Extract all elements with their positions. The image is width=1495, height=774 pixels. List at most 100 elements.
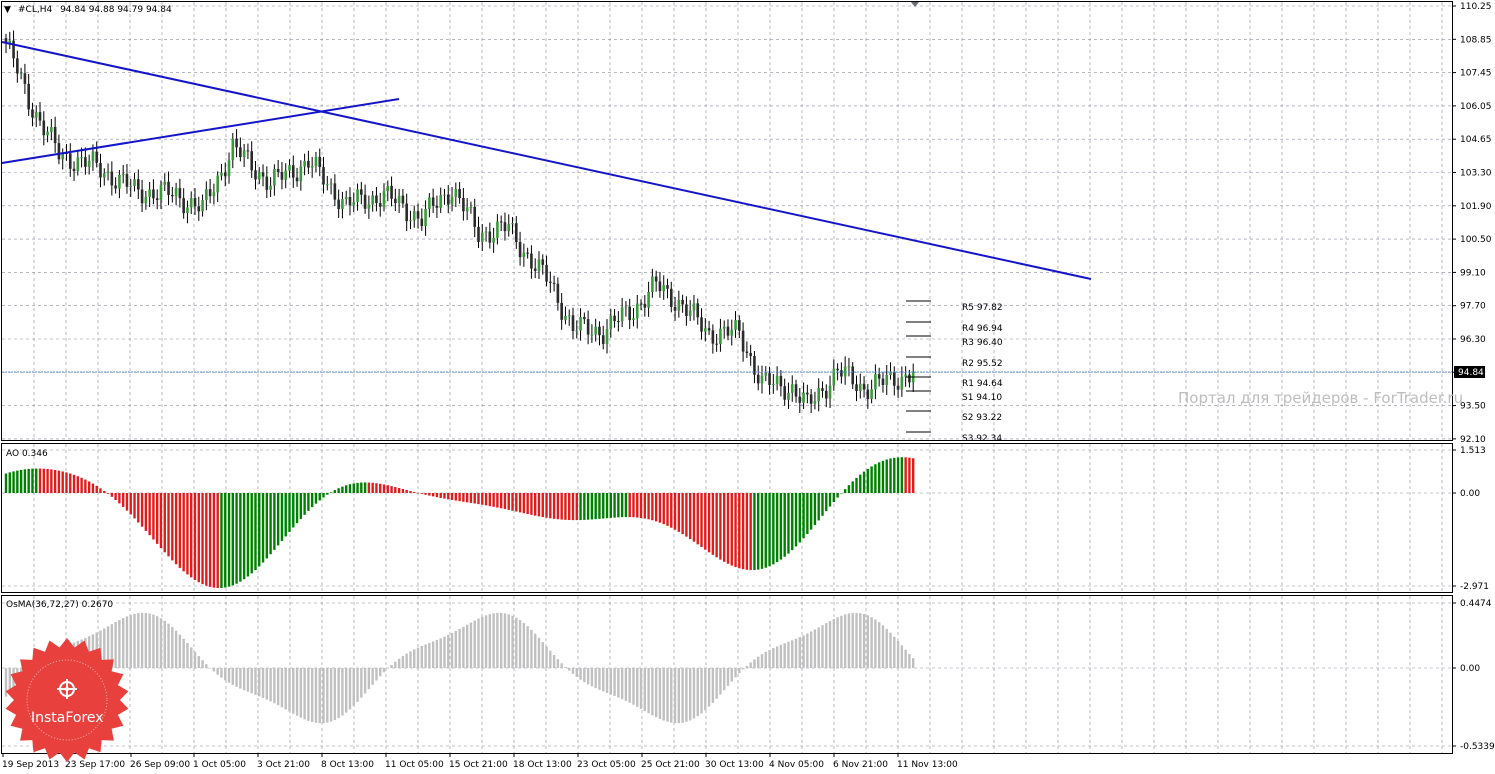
candle-body xyxy=(617,321,620,323)
ao-bar xyxy=(545,493,548,518)
osma-bar xyxy=(465,624,469,668)
ao-bar xyxy=(628,493,631,518)
candle-body xyxy=(375,195,378,204)
candle-body xyxy=(208,189,212,197)
ao-tick-label: 0.00 xyxy=(1460,489,1480,499)
candle-body xyxy=(662,285,666,292)
osma-bar xyxy=(579,668,582,680)
ao-bar xyxy=(828,493,832,507)
candle-body xyxy=(734,320,737,330)
ao-bar xyxy=(220,493,223,588)
dropdown-arrow-icon[interactable]: ▼ xyxy=(4,5,11,15)
osma-pane[interactable] xyxy=(1,595,1453,754)
ao-pane[interactable] xyxy=(1,443,1453,593)
ao-bar xyxy=(685,493,688,537)
trendline-down[interactable] xyxy=(1,41,1092,280)
candle-body xyxy=(541,259,545,265)
ao-bar xyxy=(69,473,72,493)
chart-shift-marker[interactable] xyxy=(911,2,919,7)
ao-bar xyxy=(734,493,737,568)
candle-body xyxy=(227,160,231,177)
ao-bar xyxy=(832,493,836,502)
ao-bar xyxy=(775,493,779,563)
osma-bar xyxy=(843,614,847,668)
ao-bar xyxy=(877,462,881,493)
ao-bar xyxy=(53,469,57,493)
ao-bar xyxy=(205,493,208,586)
candle-body xyxy=(552,282,556,284)
ao-bar xyxy=(772,493,775,565)
ao-bar xyxy=(413,491,416,493)
osma-bar xyxy=(333,668,337,721)
candle-body xyxy=(549,281,552,283)
time-tick-label: 15 Oct 21:00 xyxy=(449,760,508,770)
osma-bar xyxy=(318,668,321,724)
candle-body xyxy=(446,194,450,205)
ao-bar xyxy=(484,493,488,506)
candle-body xyxy=(575,330,579,332)
trendline-up[interactable] xyxy=(1,98,400,164)
osma-bar xyxy=(772,648,775,668)
osma-bar xyxy=(893,636,896,668)
candle-body xyxy=(231,138,235,161)
osma-bar xyxy=(825,623,828,668)
candle-body xyxy=(821,388,824,391)
candle-body xyxy=(707,328,711,331)
candle-body xyxy=(855,384,858,392)
ao-bar xyxy=(643,493,647,519)
osma-bar xyxy=(171,627,174,668)
osma-bar xyxy=(292,668,295,714)
osma-bar xyxy=(356,668,359,702)
ao-bar xyxy=(99,488,102,493)
candle-body xyxy=(57,143,61,160)
osma-bar xyxy=(360,668,363,698)
candle-body xyxy=(783,386,786,400)
candle-body xyxy=(583,317,586,320)
osma-bar xyxy=(654,668,658,718)
osma-bar xyxy=(246,668,250,692)
candle-body xyxy=(367,204,371,209)
candle-body xyxy=(291,165,295,178)
candle-body xyxy=(295,177,299,182)
osma-bar xyxy=(299,668,303,718)
ao-bar xyxy=(352,483,355,493)
ao-bar xyxy=(677,493,681,532)
candle-body xyxy=(787,392,790,400)
ao-bar xyxy=(72,474,76,493)
ao-bar xyxy=(379,483,382,493)
candle-body xyxy=(257,172,261,180)
osma-bar xyxy=(182,638,185,668)
ao-bar xyxy=(477,493,480,505)
candle-body xyxy=(651,276,654,292)
candle-body xyxy=(900,376,904,390)
ao-bar xyxy=(23,469,27,493)
osma-bar xyxy=(620,668,624,700)
candle-body xyxy=(8,40,12,43)
ao-bar xyxy=(61,471,64,493)
osma-bar xyxy=(413,649,416,668)
price-pane[interactable] xyxy=(1,1,1453,441)
candle-body xyxy=(722,326,726,329)
current-price-badge xyxy=(1454,366,1485,378)
candle-body xyxy=(477,226,480,242)
candle-body xyxy=(68,153,72,169)
osma-bar xyxy=(821,625,824,668)
ao-bar xyxy=(632,493,635,518)
osma-bar xyxy=(670,668,673,723)
time-tick-label: 3 Oct 21:00 xyxy=(257,760,310,770)
ao-bar xyxy=(454,493,458,501)
osma-bar xyxy=(688,668,692,721)
osma-bar xyxy=(254,668,257,695)
ao-bar xyxy=(707,493,711,553)
candle-body xyxy=(34,112,38,118)
candle-body xyxy=(904,374,907,377)
candle-body xyxy=(828,385,832,399)
osma-bar xyxy=(379,668,382,677)
osma-bar xyxy=(140,612,144,668)
ao-bar xyxy=(424,493,427,495)
osma-bar xyxy=(741,668,745,670)
ao-bar xyxy=(280,493,284,541)
osma-bar xyxy=(545,646,548,668)
osma-bar xyxy=(345,668,348,713)
